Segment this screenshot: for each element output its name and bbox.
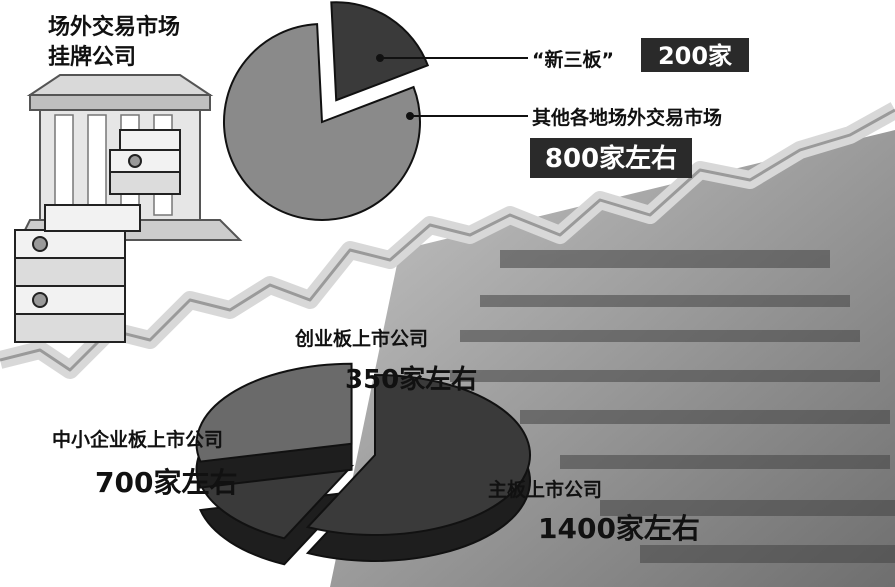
value-box-800 — [530, 138, 692, 178]
heading-line2: 挂牌公司 — [48, 44, 136, 70]
slice-label-new-third-board: “新三板” — [532, 48, 614, 71]
pie-chart-otc — [223, 1, 430, 221]
slice-label-chinext: 创业板上市公司 — [294, 327, 428, 350]
slice-label-main-board: 主板上市公司 — [488, 478, 602, 501]
pie-chart-listed — [195, 362, 531, 566]
slice-label-other-otc: 其他各地场外交易市场 — [532, 106, 722, 129]
pie-slice-sme-board — [195, 362, 353, 463]
heading-line1: 场外交易市场 — [48, 14, 180, 40]
trading-floor-rows — [450, 250, 895, 563]
value-label-700: 700家左右 — [95, 466, 237, 499]
value-box-200 — [641, 38, 749, 72]
value-label-200: 200家 — [658, 42, 732, 70]
value-label-800: 800家左右 — [545, 143, 677, 174]
pie-slice-chinext — [198, 464, 355, 540]
pie-slice-other-otc — [223, 23, 421, 221]
pie-slice-main-board — [305, 373, 531, 536]
pie-slice-new-third-board — [330, 1, 430, 102]
leader-lines-top — [376, 54, 528, 120]
slice-label-sme-board: 中小企业板上市公司 — [52, 428, 223, 451]
money-stack-icon — [14, 129, 181, 343]
value-label-1400: 1400家左右 — [538, 512, 700, 545]
value-label-350: 350家左右 — [345, 364, 477, 395]
